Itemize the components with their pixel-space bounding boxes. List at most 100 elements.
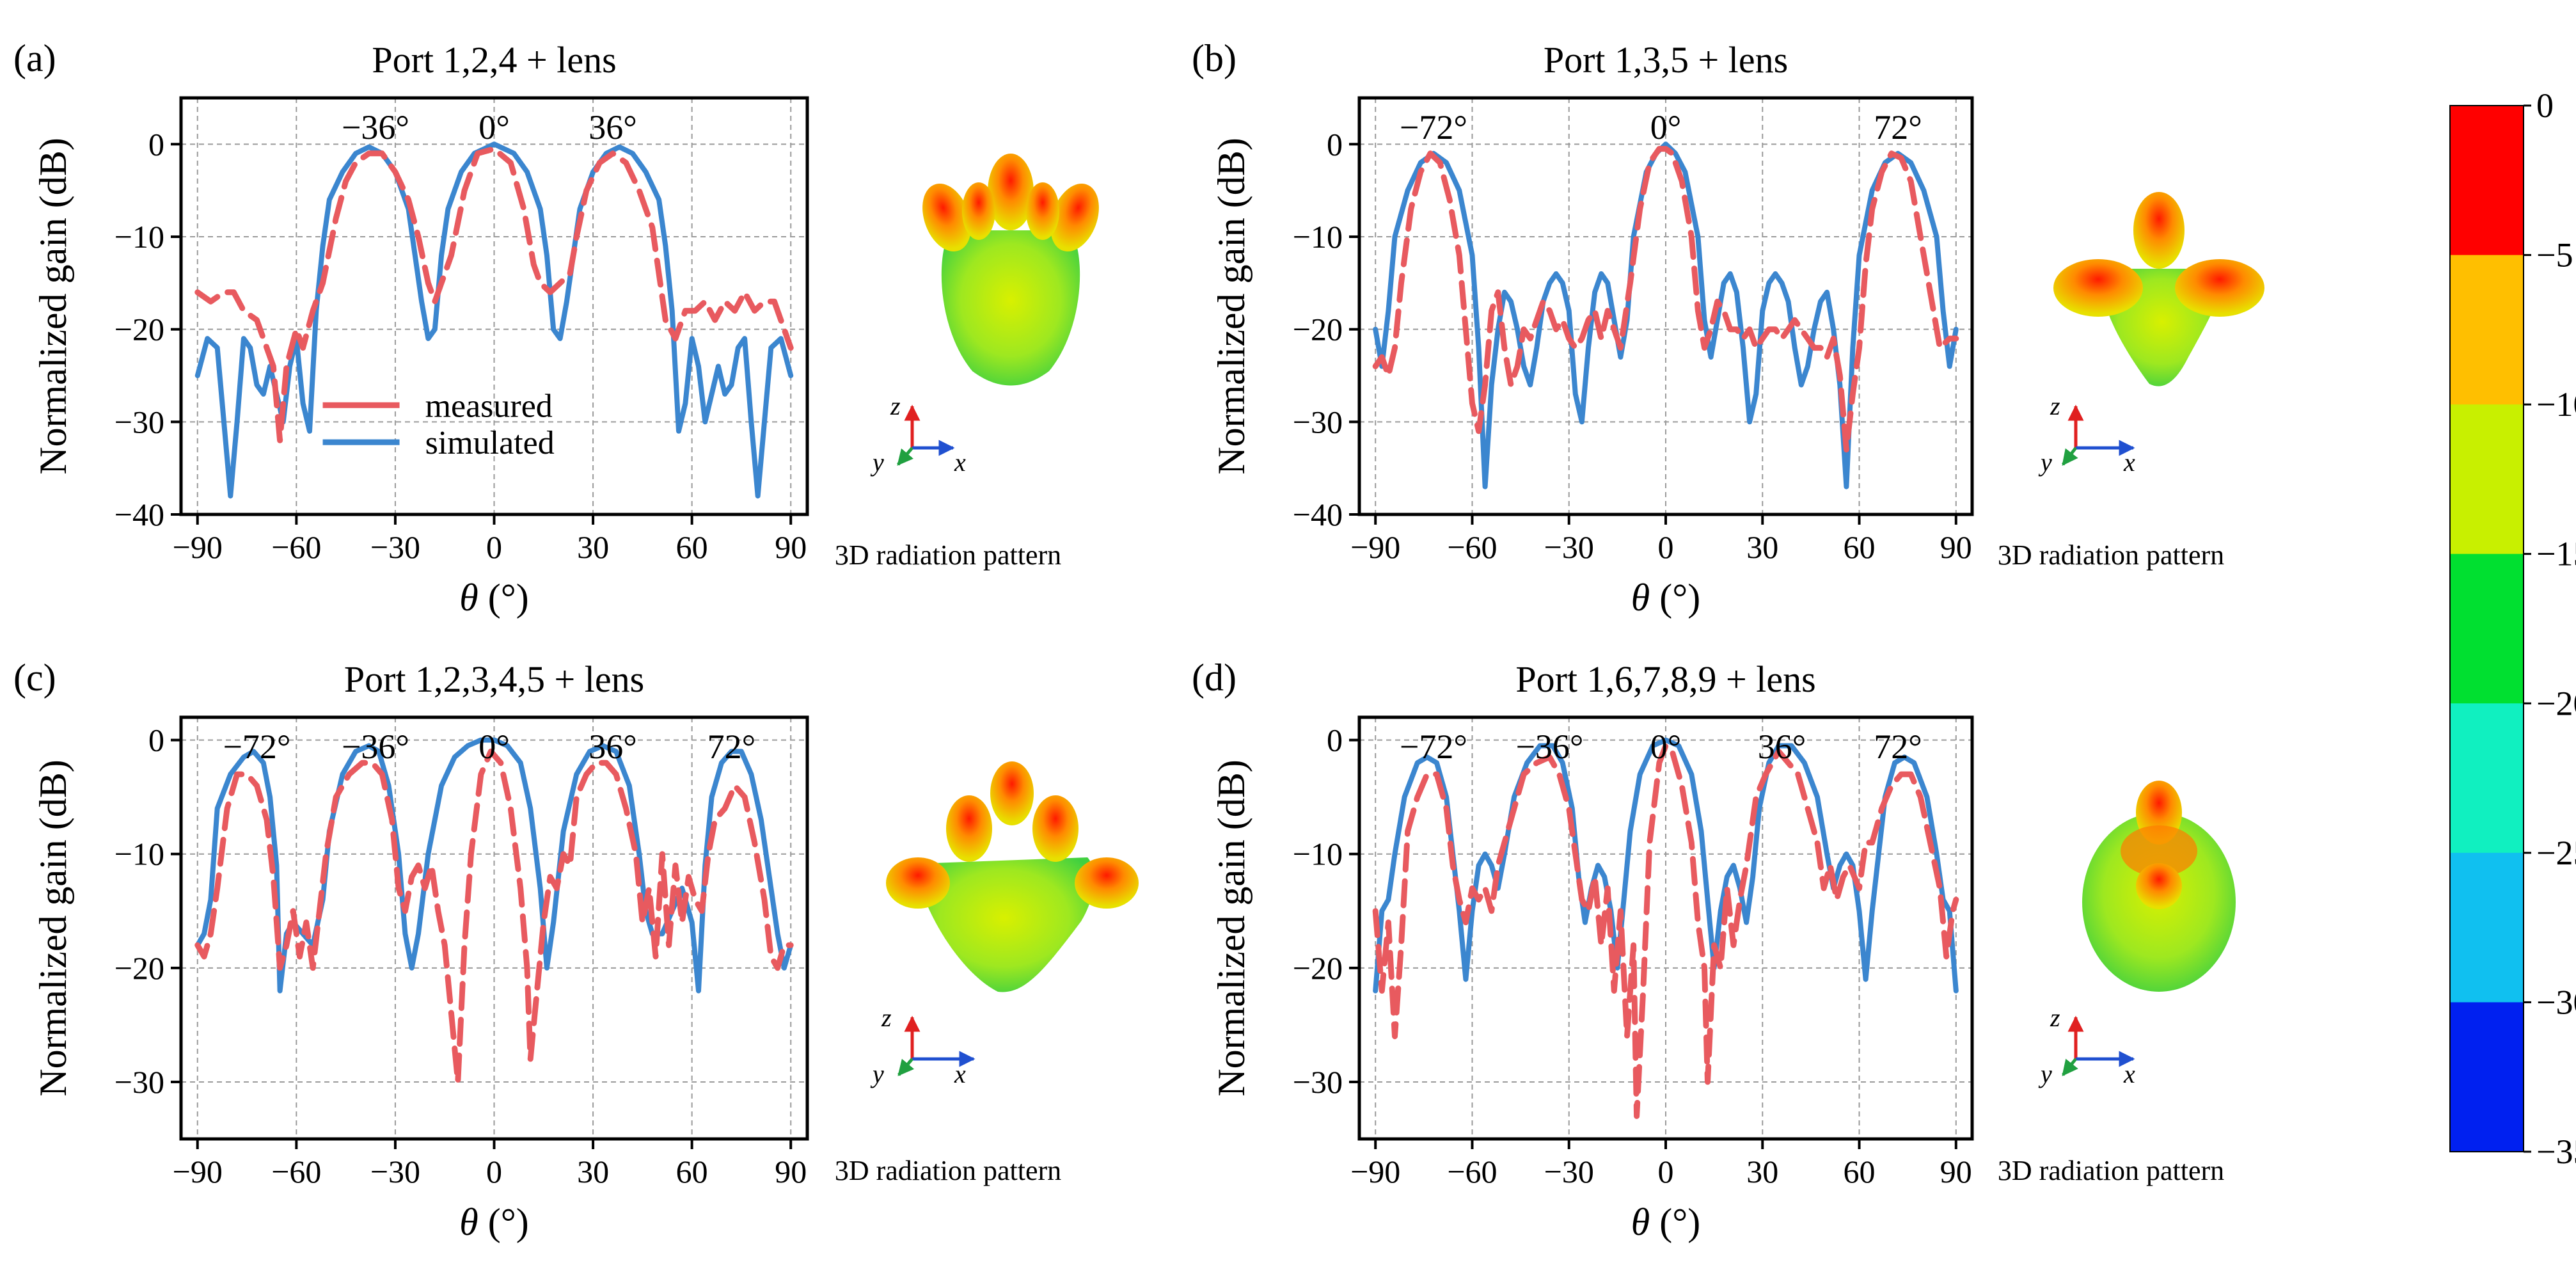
- x-tick-label: 90: [775, 1154, 807, 1189]
- x-tick-label: −90: [1350, 1154, 1400, 1189]
- beam-angle-annotation: −72°: [1400, 108, 1467, 147]
- x-tick-label: 60: [676, 529, 708, 565]
- radiation-pattern-b: z y x 3D radiation pattern: [1998, 192, 2264, 571]
- colorbar-segment: [2450, 703, 2524, 854]
- triad-z-label: z: [890, 392, 901, 420]
- chart-title: Port 1,2,3,4,5 + lens: [344, 658, 644, 700]
- pattern-label-b: 3D radiation pattern: [1998, 539, 2224, 571]
- beam-angle-annotation: −36°: [1515, 727, 1583, 766]
- colorbar-tick-label: −15: [2536, 535, 2576, 573]
- beam-angle-annotation: 72°: [1874, 108, 1922, 147]
- colorbar: 0 −5 −10 −15 −20 −25 −30 −35: [2449, 86, 2576, 1171]
- series-measured-line: [1372, 146, 1959, 453]
- triad-y-label: y: [2038, 448, 2052, 477]
- pattern-label-a: 3D radiation pattern: [835, 539, 1061, 571]
- x-tick-label: 60: [676, 1154, 708, 1189]
- y-tick-label: −30: [115, 404, 164, 440]
- x-tick-label: 0: [1658, 529, 1674, 565]
- x-tick-label: 0: [486, 529, 502, 565]
- beam-angle-annotation: 0°: [1650, 727, 1682, 766]
- pattern-shape-d: [2082, 781, 2236, 992]
- x-axis-label: θ (°): [459, 576, 528, 619]
- series-simulated-line: [1373, 737, 1959, 994]
- triad-z-label: z: [881, 1003, 892, 1032]
- colorbar-segment: [2450, 553, 2524, 704]
- x-tick-label: 90: [775, 529, 807, 565]
- x-tick-label: 60: [1844, 529, 1876, 565]
- triad-y-label: y: [2038, 1060, 2052, 1088]
- y-axis-label: Normalized gain (dB): [1210, 759, 1252, 1097]
- beam-angle-annotation: 72°: [707, 727, 756, 766]
- x-tick-label: 60: [1844, 1154, 1876, 1189]
- chart-title: Port 1,2,4 + lens: [372, 39, 616, 81]
- y-tick-label: −10: [1293, 219, 1343, 255]
- colorbar-segment: [2450, 404, 2524, 555]
- pattern-shape-a: [922, 154, 1099, 386]
- beam-angle-annotation: −72°: [1400, 727, 1467, 766]
- triad-z-label: z: [2050, 392, 2060, 420]
- triad-y-label: y: [870, 1060, 884, 1088]
- x-tick-label: 90: [1940, 1154, 1972, 1189]
- beam-angle-annotation: −36°: [342, 727, 409, 766]
- triad-z-label: z: [2050, 1003, 2060, 1032]
- beam-angle-annotation: 36°: [589, 727, 637, 766]
- chart-panel-a: −90 −60 −30 0 30 60 90 0 −10 −20 −30 −40 θ (°) Normal…: [13, 37, 809, 619]
- y-tick-label: −10: [1293, 836, 1343, 872]
- chart-panel-c: −90 −60 −30 0 30 60 90 0 −10 −20 −30 θ (°) Normalize…: [13, 656, 809, 1243]
- x-tick-label: −90: [173, 529, 223, 565]
- pattern-label-c: 3D radiation pattern: [835, 1155, 1061, 1186]
- x-tick-label: −60: [1447, 1154, 1497, 1189]
- y-tick-label: −40: [115, 497, 164, 532]
- legend-simulated-label: simulated: [425, 425, 555, 461]
- panel-label: (a): [13, 37, 56, 79]
- axis-triad-d: z y x: [2038, 1003, 2135, 1088]
- axis-triad-a: z y x: [870, 392, 966, 477]
- series-measured-line: [194, 748, 794, 1085]
- y-tick-label: 0: [148, 126, 164, 162]
- x-tick-label: 90: [1940, 529, 1972, 565]
- x-axis-label: θ (°): [1631, 1201, 1700, 1243]
- colorbar-tick-label: −25: [2536, 834, 2576, 872]
- y-tick-label: −20: [115, 950, 164, 986]
- x-tick-label: −30: [1544, 529, 1594, 565]
- beam-angle-annotation: 0°: [1650, 108, 1682, 147]
- y-tick-label: 0: [1327, 722, 1343, 758]
- series-measured-line: [1372, 743, 1959, 1119]
- beam-angle-annotation: 36°: [1758, 727, 1806, 766]
- panel-label: (d): [1192, 656, 1237, 699]
- colorbar-tick-label: −20: [2536, 684, 2576, 722]
- x-tick-label: 30: [1746, 529, 1778, 565]
- y-tick-label: −30: [115, 1064, 164, 1100]
- radiation-pattern-d: z y x 3D radiation pattern: [1998, 781, 2236, 1186]
- y-tick-label: −30: [1293, 1064, 1343, 1100]
- radiation-pattern-c: z y x 3D radiation pattern: [835, 761, 1139, 1186]
- axis-triad-b: z y x: [2038, 392, 2135, 477]
- y-tick-label: −20: [1293, 950, 1343, 986]
- y-tick-label: −30: [1293, 404, 1343, 440]
- x-tick-label: 30: [1746, 1154, 1778, 1189]
- triad-x-label: x: [954, 448, 966, 477]
- colorbar-tick-label: −35: [2536, 1133, 2576, 1171]
- x-tick-label: −60: [271, 1154, 321, 1189]
- colorbar-segment: [2450, 1002, 2524, 1152]
- y-axis-label: Normalized gain (dB): [1210, 138, 1252, 475]
- y-axis-label: Normalized gain (dB): [32, 138, 74, 475]
- axis-triad-c: z y x: [870, 1003, 976, 1088]
- x-tick-label: −90: [173, 1154, 223, 1189]
- x-tick-label: −90: [1350, 529, 1400, 565]
- radiation-pattern-a: z y x 3D radiation pattern: [835, 154, 1099, 571]
- legend-measured-label: measured: [425, 388, 553, 424]
- x-axis-label: θ (°): [459, 1201, 528, 1243]
- panel-label: (b): [1192, 37, 1237, 79]
- colorbar-tick-label: −5: [2536, 236, 2573, 274]
- colorbar-tick-label: −30: [2536, 983, 2576, 1021]
- y-tick-label: −10: [115, 219, 164, 255]
- beam-angle-annotation: −72°: [223, 727, 290, 766]
- y-tick-label: −20: [115, 312, 164, 347]
- x-tick-label: −60: [1447, 529, 1497, 565]
- triad-x-label: x: [954, 1060, 966, 1088]
- beam-angle-annotation: 0°: [478, 727, 510, 766]
- triad-x-label: x: [2123, 1060, 2135, 1088]
- colorbar-tick-label: −10: [2536, 385, 2576, 424]
- x-tick-label: 0: [1658, 1154, 1674, 1189]
